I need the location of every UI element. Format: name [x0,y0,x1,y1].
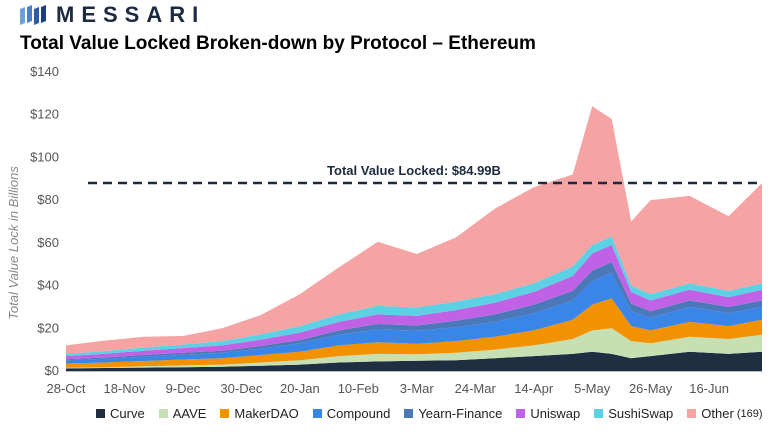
legend-item-aave: AAVE [158,406,207,421]
legend-swatch [158,409,168,418]
legend-swatch [96,409,105,418]
x-tick-label: 10-Feb [338,381,379,396]
x-tick-label: 5-May [574,381,611,396]
messari-logo-icon [20,5,46,25]
tvl-reference-label: Total Value Locked: $84.99B [327,163,501,178]
series-area-uniswap [66,245,762,360]
x-tick-label: 28-Oct [46,381,85,396]
x-tick-label: 18-Nov [104,381,146,396]
legend-label: AAVE [172,406,207,421]
chart-title: Total Value Locked Broken-down by Protoc… [20,33,536,54]
series-area-compound [66,272,762,364]
legend-label: Uniswap [530,406,581,421]
legend-swatch [594,409,604,418]
legend-swatch [220,409,230,418]
series-area-aave [66,328,762,369]
x-axis: 28-Oct 18-Nov 9-Dec 30-Dec 20-Jan 10-Feb 3-Mar… [46,381,728,396]
legend-label: Other [701,406,734,421]
series-area-other [66,106,762,354]
legend-item-other: Other (169) [687,406,763,421]
x-tick-label: 16-Jun [689,381,729,396]
x-tick-label: 30-Dec [220,381,262,396]
y-tick-label: $80 [37,192,59,207]
legend-swatch [516,409,526,418]
x-tick-label: 14-Apr [514,381,554,396]
y-tick-label: $40 [37,278,59,293]
legend-item-sushiswap: SushiSwap [594,406,673,421]
legend-item-compound: Compound [312,406,391,421]
legend-label: MakerDAO [234,406,299,421]
x-tick-label: 3-Mar [400,381,435,396]
y-axis-title: Total Value Lock in Billions [6,166,21,320]
x-tick-label: 26-May [629,381,673,396]
legend-label: Compound [326,406,391,421]
series-area-curve [66,351,762,371]
legend-item-curve: Curve [96,406,145,421]
x-tick-label: 20-Jan [280,381,320,396]
x-tick-label: 9-Dec [166,381,201,396]
legend-item-yearn-finance: Yearn-Finance [404,406,502,421]
legend-swatch [312,409,322,418]
legend-swatch [687,409,697,418]
legend-item-makerdao: MakerDAO [220,406,299,421]
messari-logo: MESSARI [20,2,206,27]
logo-wordmark: MESSARI [56,2,206,27]
legend-label: Curve [110,406,145,421]
y-axis: $0 $20 $40 $60 $80 $100 $120 $140 [30,64,59,378]
y-tick-label: $100 [30,149,59,164]
legend: Curve AAVE MakerDAO Compound Yearn-Finance Un… [96,406,763,421]
legend-label: Yearn-Finance [418,406,503,421]
y-tick-label: $20 [37,320,59,335]
y-tick-label: $60 [37,235,59,250]
legend-label-suffix: (169) [736,407,763,420]
y-tick-label: $120 [30,107,59,122]
legend-item-uniswap: Uniswap [516,406,580,421]
y-tick-label: $0 [45,363,59,378]
legend-label: SushiSwap [608,406,674,421]
series-area-makerdao [66,298,762,368]
x-tick-label: 24-Mar [455,381,497,396]
legend-swatch [404,409,414,418]
area-series-group [66,106,762,371]
y-tick-label: $140 [30,64,59,79]
